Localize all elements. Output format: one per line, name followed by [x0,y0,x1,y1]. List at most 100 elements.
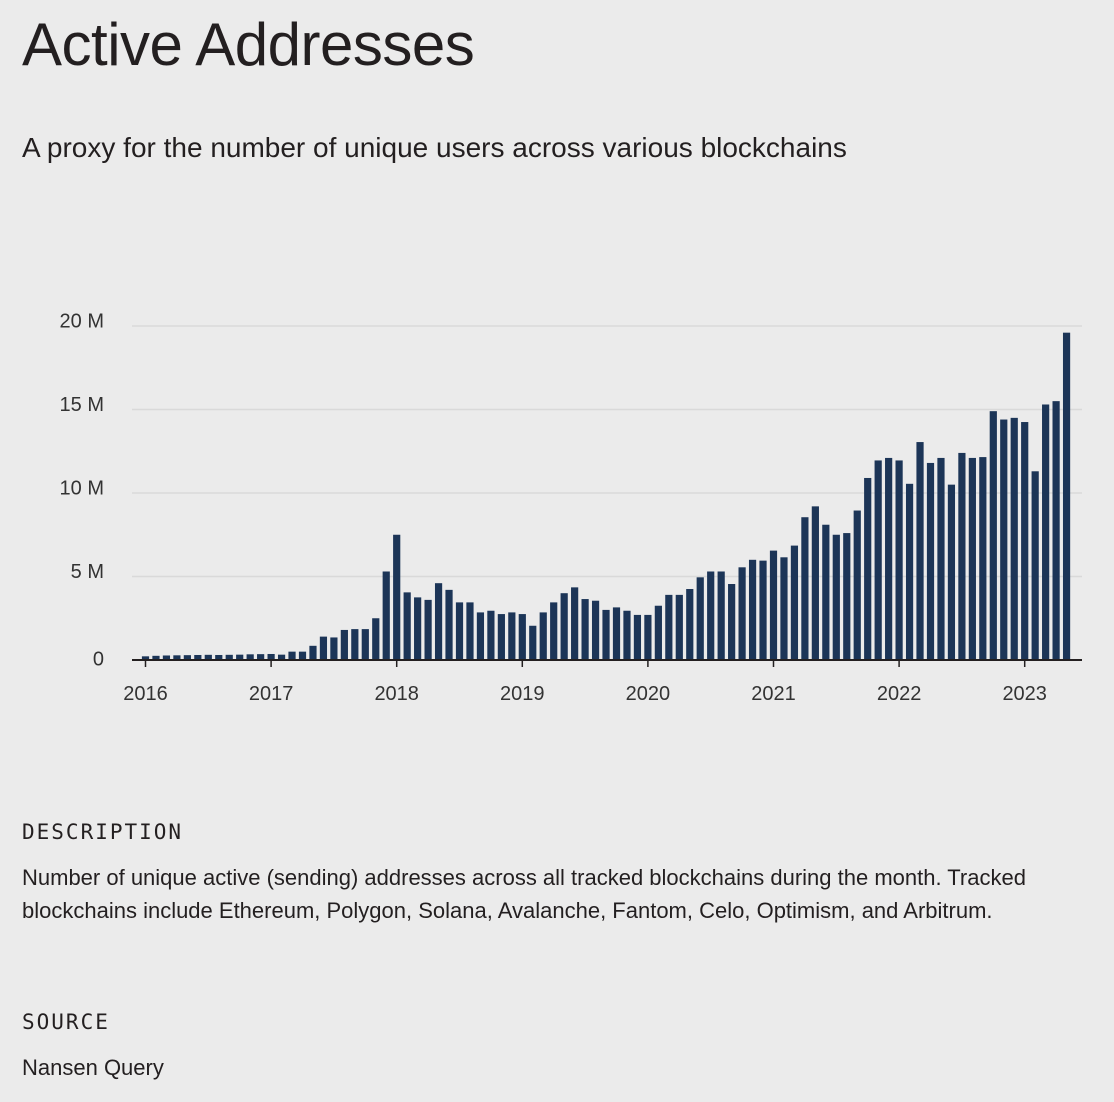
bar[interactable] [298,651,307,660]
bar[interactable] [947,484,956,660]
axes: 0 5 M 10 M 15 M 20 M 2016 2017 2018 2019 2020 2021… [60,310,1082,705]
bar[interactable] [738,567,746,660]
y-tick-label: 20 M [60,310,104,332]
bar[interactable] [591,600,600,660]
bar[interactable] [937,457,945,660]
x-tick-label: 2018 [374,683,419,705]
bar[interactable] [748,559,757,660]
bar[interactable] [225,654,233,660]
bar[interactable] [487,610,495,660]
x-tick-label: 2020 [626,683,671,705]
bar[interactable] [445,589,453,660]
bar[interactable] [204,654,212,660]
x-tick-label: 2022 [877,683,922,705]
bar[interactable] [864,477,872,660]
bar[interactable] [989,411,997,660]
bar[interactable] [571,587,579,660]
bar[interactable] [382,571,390,660]
bar[interactable] [811,506,819,660]
x-tick-label: 2021 [751,683,796,705]
bar-series [141,332,1071,661]
bar[interactable] [518,614,526,660]
bar[interactable] [905,483,914,660]
bar[interactable] [895,460,903,660]
bar[interactable] [644,614,652,660]
bar[interactable] [1000,419,1008,660]
bar[interactable] [152,655,160,660]
bar[interactable] [351,629,359,660]
bar[interactable] [236,654,244,660]
bar[interactable] [686,589,694,660]
bar[interactable] [550,602,558,660]
bar[interactable] [759,560,767,660]
bar[interactable] [288,651,296,660]
bar[interactable] [560,593,568,660]
bar[interactable] [853,510,861,660]
x-tick-label: 2016 [123,683,168,705]
bar[interactable] [612,607,621,660]
bar[interactable] [874,460,882,660]
bar[interactable] [466,602,474,660]
bar[interactable] [1010,417,1018,660]
bar[interactable] [319,636,328,660]
bar[interactable] [696,577,704,660]
bar[interactable] [476,612,485,660]
bar[interactable] [414,597,422,661]
bar[interactable] [455,602,464,660]
bar[interactable] [665,594,673,660]
bar[interactable] [497,614,505,660]
bar[interactable] [801,517,809,660]
bar[interactable] [769,550,778,660]
bar[interactable] [843,533,851,660]
bar[interactable] [832,534,840,660]
source-text: Nansen Query [22,1055,164,1080]
bar[interactable] [424,599,432,660]
bar[interactable] [194,654,202,660]
bar[interactable] [790,545,799,660]
bar[interactable] [361,629,369,660]
bar[interactable] [633,614,642,660]
bar[interactable] [707,571,715,660]
bar[interactable] [508,612,516,660]
bar[interactable] [246,654,254,660]
bar[interactable] [979,457,987,660]
bar[interactable] [1062,332,1071,660]
bar[interactable] [529,625,537,660]
bar[interactable] [958,452,966,660]
bar[interactable] [393,534,401,660]
bar[interactable] [1042,404,1050,660]
bar[interactable] [1052,401,1060,660]
bar[interactable] [173,655,181,660]
bar[interactable] [267,653,275,660]
bar[interactable] [926,462,935,660]
bar[interactable] [780,557,788,660]
bar[interactable] [581,599,589,660]
bar[interactable] [434,583,443,660]
bar[interactable] [340,629,348,660]
bar[interactable] [623,610,631,660]
bar[interactable] [257,654,265,660]
bar[interactable] [277,654,286,660]
bar[interactable] [309,645,317,660]
bar[interactable] [675,594,683,660]
bar[interactable] [183,655,191,660]
bar[interactable] [403,592,411,660]
bar[interactable] [728,584,736,660]
bar[interactable] [1021,422,1029,660]
bar[interactable] [162,655,171,660]
bar[interactable] [654,605,662,660]
bar[interactable] [141,656,150,660]
bar[interactable] [885,457,893,660]
bar[interactable] [330,637,338,660]
bar[interactable] [372,618,380,660]
bar[interactable] [539,612,547,660]
y-tick-label: 5 M [71,561,104,583]
active-addresses-bar-chart: 0 5 M 10 M 15 M 20 M 2016 2017 2018 2019 2020 2021… [60,310,1082,705]
bar[interactable] [822,524,830,660]
bar[interactable] [968,457,976,660]
bar[interactable] [916,442,924,660]
bar[interactable] [1031,471,1039,660]
bar[interactable] [717,571,725,660]
bar[interactable] [602,609,610,660]
bar[interactable] [215,654,223,660]
